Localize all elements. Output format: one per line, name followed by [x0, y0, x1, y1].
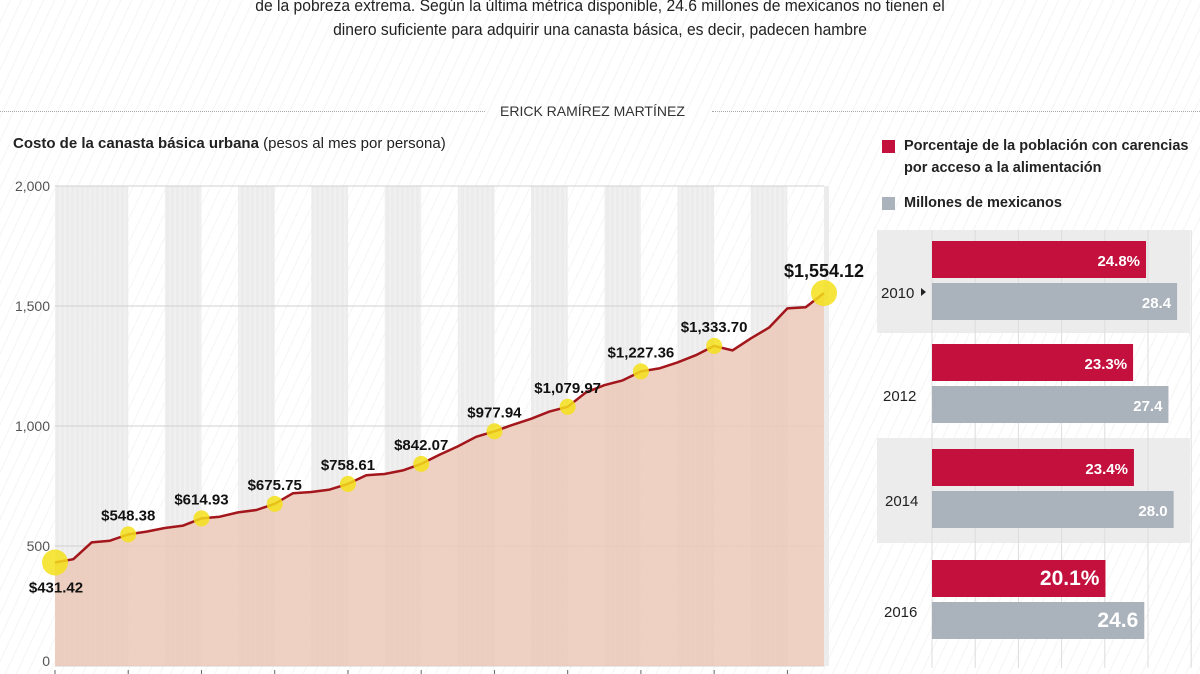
bar-millions-label: 27.4 — [1133, 398, 1163, 415]
data-label: $842.07 — [394, 437, 448, 454]
y-tick-label: 2,000 — [15, 178, 50, 194]
bar-millions — [932, 602, 1145, 639]
highlight-point — [120, 526, 137, 543]
intro-text-line-1: de la pobreza extrema. Según la última m… — [255, 0, 945, 15]
year-label: 2010 — [881, 285, 914, 302]
highlight-point — [42, 549, 68, 576]
line-chart-title: Costo de la canasta básica urbana (pesos… — [13, 135, 446, 152]
bar-percent-label: 24.8% — [1097, 253, 1140, 270]
highlight-point — [486, 423, 503, 440]
chart-title: Costo de la canasta básica urbana — [13, 135, 259, 152]
year-band — [824, 186, 829, 666]
data-label: $614.93 — [174, 491, 228, 508]
highlight-point — [266, 495, 283, 512]
data-label: $1,227.36 — [608, 344, 675, 361]
divider — [0, 111, 485, 112]
legend-swatch-gray — [882, 197, 895, 210]
y-tick-label: 1,000 — [15, 418, 50, 434]
bar-percent — [932, 560, 1106, 597]
year-label: 2014 — [885, 493, 918, 510]
y-tick-label: 500 — [27, 538, 51, 554]
highlight-point — [193, 510, 210, 527]
bar-millions-label: 24.6 — [1097, 609, 1138, 632]
y-tick-label: 0 — [42, 653, 50, 669]
bar-percent-label: 23.3% — [1085, 356, 1128, 373]
highlight-point — [632, 363, 649, 380]
bar-percent-label: 23.4% — [1085, 461, 1128, 478]
bar-millions — [932, 386, 1169, 423]
y-tick-label: 1,500 — [15, 298, 50, 314]
bar-percent — [932, 241, 1147, 278]
highlight-point — [811, 280, 837, 307]
data-label: $1,554.12 — [784, 261, 864, 281]
intro-text-line-2: dinero suficiente para adquirir una cana… — [333, 20, 867, 39]
bar-millions-label: 28.4 — [1142, 295, 1172, 312]
bar-millions — [932, 283, 1178, 320]
author: ERICK RAMÍREZ MARTÍNEZ — [500, 103, 685, 119]
legend-swatch-red — [882, 140, 895, 153]
data-label: $431.42 — [29, 579, 83, 596]
byline: ERICK RAMÍREZ MARTÍNEZ — [0, 101, 1200, 121]
data-label: $1,333.70 — [681, 319, 748, 336]
data-label: $675.75 — [248, 477, 302, 494]
legend-item-millions: Millones de mexicanos — [882, 192, 1062, 214]
highlight-point — [413, 455, 430, 472]
highlight-point — [706, 337, 723, 354]
series-line — [54, 292, 825, 564]
bar-percent — [932, 449, 1134, 486]
legend-label: Millones de mexicanos — [904, 195, 1062, 211]
area-fill — [55, 293, 824, 666]
arrow-icon — [921, 288, 926, 296]
data-label: $977.94 — [467, 404, 522, 421]
data-label: $548.38 — [101, 507, 155, 524]
divider — [712, 111, 1200, 112]
year-label: 2012 — [883, 388, 916, 405]
highlight-point — [559, 398, 576, 415]
bar-percent — [932, 344, 1134, 381]
bar-millions — [932, 491, 1174, 528]
highlight-point — [339, 475, 356, 492]
legend-item-percent: Porcentaje de la población con carencias… — [882, 135, 1192, 179]
year-label: 2016 — [884, 604, 917, 621]
legend-label: Porcentaje de la población con carencias… — [904, 138, 1189, 176]
data-label: $758.61 — [321, 457, 375, 474]
bar-millions-label: 28.0 — [1138, 503, 1167, 520]
chart-subtitle: (pesos al mes por persona) — [263, 135, 446, 152]
bar-percent-label: 20.1% — [1040, 567, 1100, 590]
data-label: $1,079.97 — [534, 380, 601, 397]
